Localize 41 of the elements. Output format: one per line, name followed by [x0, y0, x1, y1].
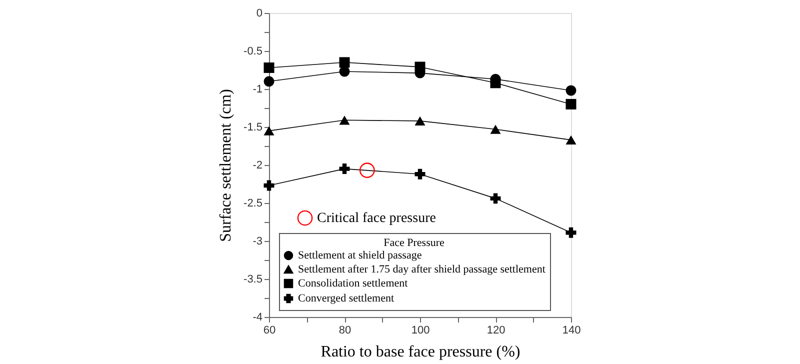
- x-tick-label: 60: [263, 324, 276, 336]
- x-tick-label: 80: [338, 324, 352, 336]
- x-axis-title: Ratio to base face pressure (%): [320, 344, 520, 360]
- x-tick-label: 140: [562, 324, 581, 336]
- legend-label: Consolidation settlement: [298, 278, 408, 290]
- point: [339, 66, 350, 77]
- point: [339, 164, 350, 174]
- point: [414, 168, 426, 180]
- y-tick-label: -2: [252, 160, 262, 172]
- point: [566, 135, 576, 144]
- point: [359, 162, 375, 178]
- y-tick-label: -1: [252, 84, 262, 96]
- legend-label: Settlement at shield passage: [298, 250, 422, 262]
- y-tick-label: -4: [252, 312, 262, 324]
- point: [264, 76, 274, 87]
- point: [339, 57, 350, 68]
- x-tick-label: 100: [411, 324, 430, 336]
- y-tick-label: -1.5: [244, 122, 262, 134]
- y-tick-label: -3.5: [244, 274, 262, 286]
- legend-label: Critical face pressure: [317, 211, 436, 226]
- legend-label: Converged settlement: [298, 292, 394, 304]
- point: [264, 126, 274, 136]
- point: [566, 227, 576, 238]
- point: [566, 98, 576, 110]
- y-tick-label: -0.5: [244, 46, 262, 58]
- point: [414, 116, 426, 126]
- point: [339, 116, 350, 125]
- y-tick-label: -3: [252, 236, 262, 248]
- point: [490, 78, 501, 88]
- legend-label: Settlement after 1.75 day after shield passage settlement: [298, 264, 546, 276]
- point: [414, 62, 426, 72]
- point: [490, 124, 501, 134]
- point: [264, 62, 274, 73]
- point: [490, 193, 501, 204]
- point: [264, 180, 274, 191]
- y-axis-title: Surface settlement (cm): [218, 89, 235, 242]
- y-tick-label: -2.5: [244, 198, 262, 210]
- point: [566, 85, 576, 96]
- x-tick-label: 120: [486, 324, 506, 336]
- y-tick-label: 0: [256, 8, 262, 20]
- legend-title: Face Pressure: [384, 237, 445, 249]
